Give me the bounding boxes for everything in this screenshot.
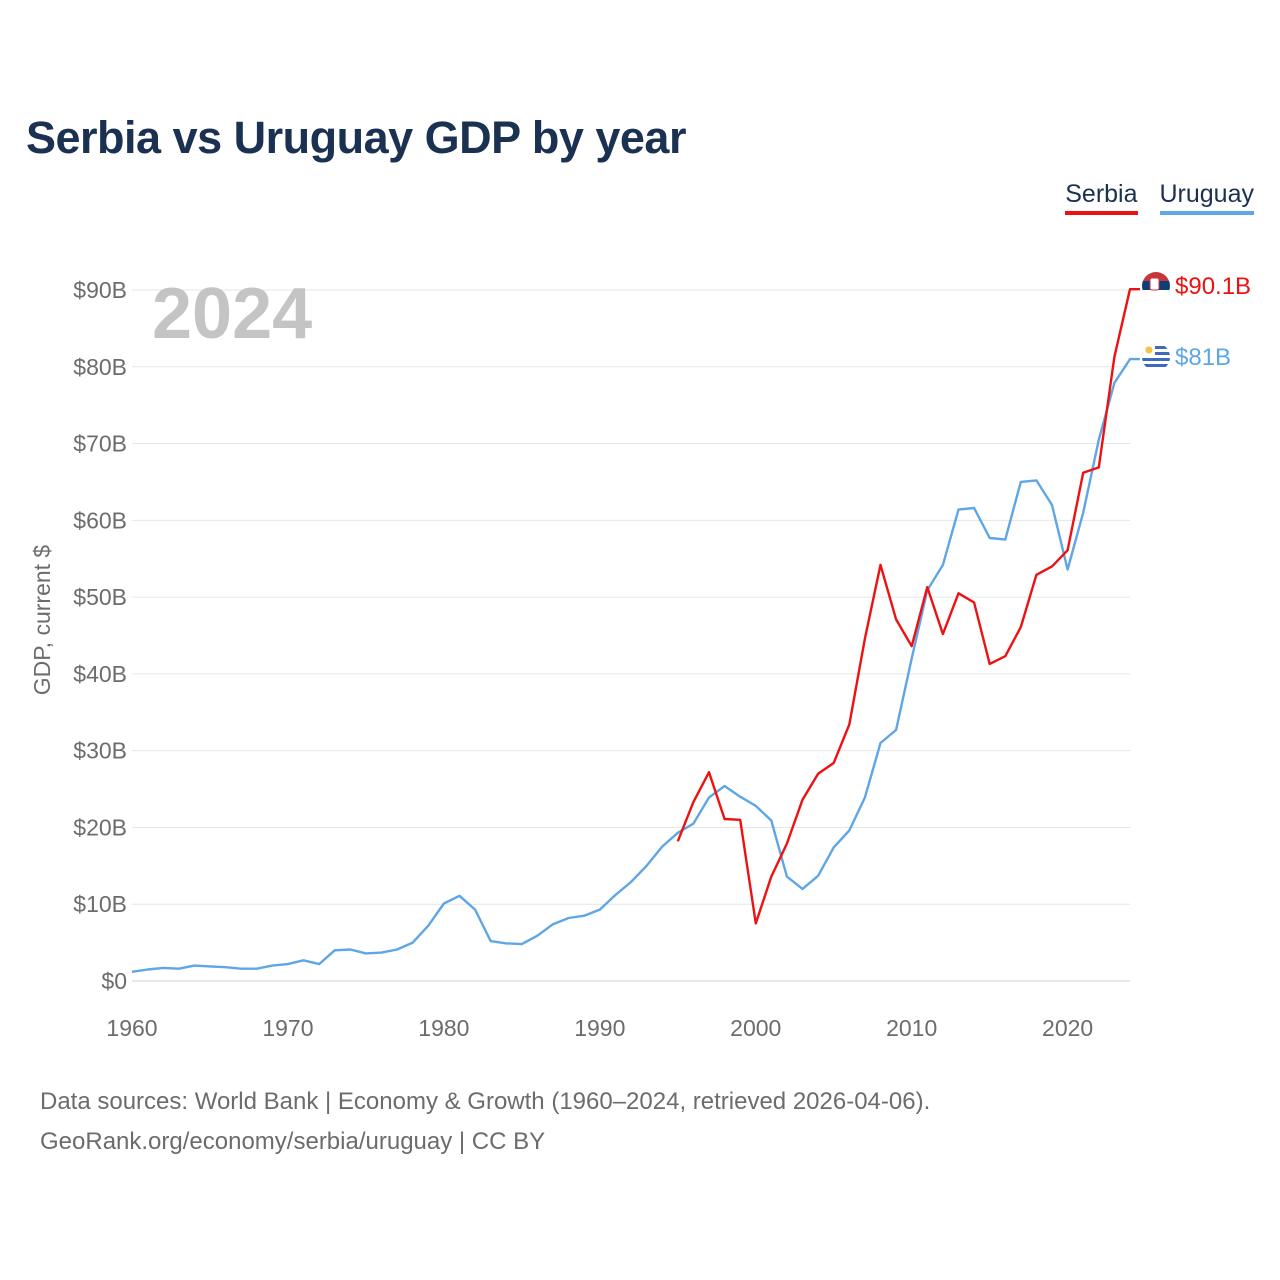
serbia-line[interactable] (676, 288, 1140, 925)
series-lines (131, 288, 1140, 973)
y-tick-label: $90B (73, 277, 127, 303)
x-axis-ticks: 1960 1970 1980 1990 2000 2010 2020 (106, 1015, 1093, 1041)
y-axis-label: GDP, current $ (29, 545, 55, 696)
x-tick-label: 1980 (418, 1015, 469, 1041)
gridlines (132, 289, 1130, 982)
y-tick-label: $0 (101, 968, 127, 994)
y-tick-label: $70B (73, 431, 127, 457)
footer: Data sources: World Bank | Economy & Gro… (40, 1082, 930, 1162)
x-tick-label: 1970 (262, 1015, 313, 1041)
y-tick-label: $80B (73, 354, 127, 380)
y-tick-label: $30B (73, 738, 127, 764)
uruguay-flag-icon (1142, 343, 1170, 371)
legend: Serbia Uruguay (1065, 180, 1254, 215)
y-axis-ticks: $0 $10B $20B $30B $40B $50B $60B $70B $80B $90B (73, 277, 127, 994)
y-tick-label: $50B (73, 584, 127, 610)
footer-link[interactable]: GeoRank.org/economy/serbia/uruguay | CC … (40, 1128, 546, 1155)
serbia-end-label: $90.1B (1175, 273, 1251, 300)
legend-item-serbia[interactable]: Serbia (1065, 180, 1138, 215)
year-watermark: 2024 (152, 274, 312, 354)
y-tick-label: $40B (73, 661, 127, 687)
y-tick-label: $60B (73, 507, 127, 533)
y-tick-label: $10B (73, 891, 127, 917)
page-title: Serbia vs Uruguay GDP by year (26, 112, 686, 163)
uruguay-line[interactable] (131, 357, 1140, 973)
x-tick-label: 1990 (574, 1015, 625, 1041)
footer-source: Data sources: World Bank | Economy & Gro… (40, 1088, 931, 1115)
x-tick-label: 2020 (1042, 1015, 1093, 1041)
x-tick-label: 2000 (730, 1015, 781, 1041)
legend-item-uruguay[interactable]: Uruguay (1159, 180, 1254, 215)
serbia-flag-icon (1142, 272, 1170, 300)
y-tick-label: $20B (73, 814, 127, 840)
x-tick-label: 1960 (106, 1015, 157, 1041)
uruguay-end-label: $81B (1175, 344, 1231, 371)
x-tick-label: 2010 (886, 1015, 937, 1041)
gdp-chart: $0 $10B $20B $30B $40B $50B $60B $70B $80B $90B 1… (29, 272, 1251, 1041)
